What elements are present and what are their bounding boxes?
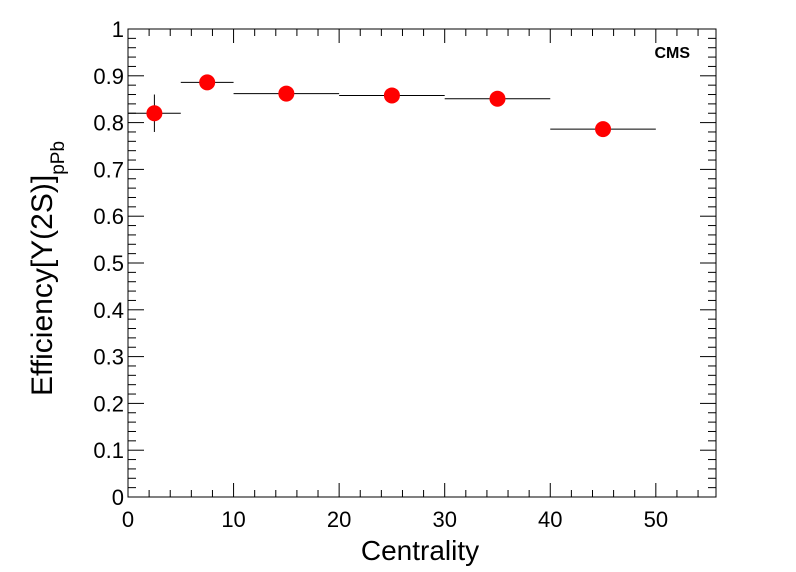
y-tick-label: 0.2 <box>93 391 124 416</box>
data-marker <box>146 105 163 122</box>
y-axis-title-main: Efficiency[Υ(2S)] <box>26 175 59 396</box>
data-marker <box>383 87 400 104</box>
y-tick-label: 0.6 <box>93 204 124 229</box>
data-series <box>128 74 656 138</box>
data-marker <box>595 121 612 138</box>
x-axis-title: Centrality <box>361 535 479 566</box>
x-tick-label: 10 <box>221 507 245 532</box>
y-axis-title: Efficiency[Υ(2S)]pPb <box>26 141 69 396</box>
y-tick-label: 0.4 <box>93 298 124 323</box>
x-tick-label: 50 <box>644 507 668 532</box>
data-point <box>550 121 656 138</box>
data-marker <box>199 74 216 91</box>
data-marker <box>489 90 506 107</box>
data-point <box>233 85 340 102</box>
data-point <box>339 87 445 104</box>
y-tick-label: 0.7 <box>93 157 124 182</box>
y-tick-label: 0.8 <box>93 111 124 136</box>
data-point <box>128 94 181 132</box>
y-axis-tick-labels: 0 0.1 0.2 0.3 0.4 0.5 0.6 0.7 0.8 0.9 1 <box>93 17 124 510</box>
y-tick-label: 0 <box>112 485 124 510</box>
plot-frame <box>127 28 717 498</box>
y-tick-label: 1 <box>112 17 124 42</box>
x-tick-label: 0 <box>122 507 134 532</box>
x-tick-label: 20 <box>327 507 351 532</box>
y-axis-ticks <box>128 28 716 498</box>
cms-label: CMS <box>654 45 690 62</box>
y-tick-label: 0.3 <box>93 345 124 370</box>
y-axis-title-subscript: pPb <box>48 141 69 175</box>
y-tick-label: 0.9 <box>93 64 124 89</box>
x-axis-ticks <box>127 29 699 497</box>
y-tick-label: 0.5 <box>93 251 124 276</box>
x-tick-label: 40 <box>538 507 562 532</box>
data-point <box>444 90 551 107</box>
data-point <box>180 74 234 91</box>
x-tick-label: 30 <box>432 507 456 532</box>
data-marker <box>278 85 295 102</box>
x-axis-tick-labels: 0 10 20 30 40 50 <box>122 507 668 532</box>
y-tick-label: 0.1 <box>93 438 124 463</box>
